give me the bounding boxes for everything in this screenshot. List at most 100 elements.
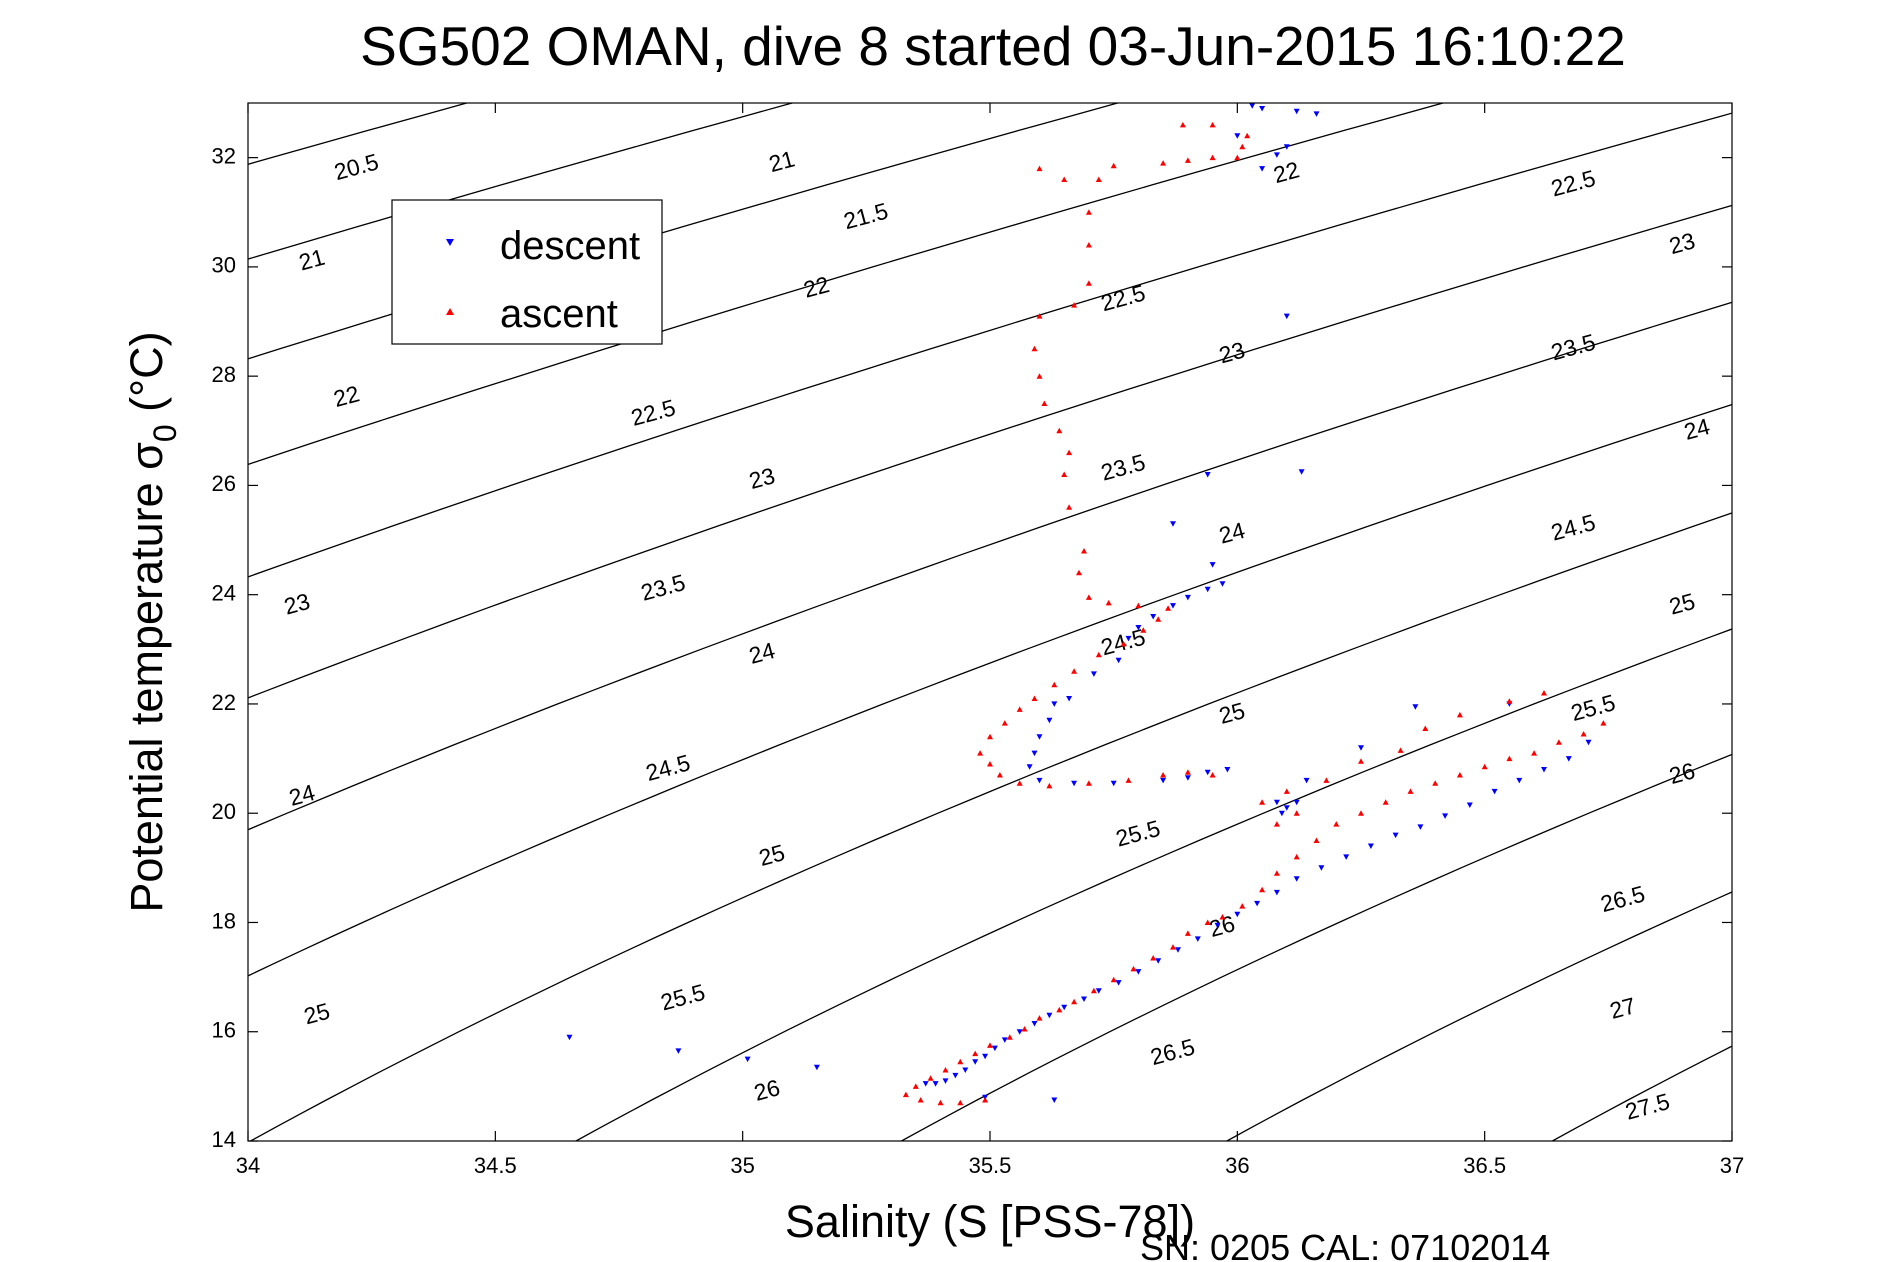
ascent-point xyxy=(1234,154,1241,161)
ascent-point xyxy=(1382,799,1389,805)
ascent-point xyxy=(1105,599,1112,606)
ascent-point xyxy=(1422,725,1429,731)
descent-point xyxy=(1417,824,1424,830)
y-axis-label-main: Potential temperature σ xyxy=(121,442,172,913)
ascent-point xyxy=(1110,162,1117,169)
ascent-point xyxy=(1600,720,1607,726)
descent-point xyxy=(1273,152,1280,158)
descent-point xyxy=(1273,889,1280,896)
descent-point xyxy=(1214,922,1221,929)
ascent-point xyxy=(1184,157,1191,163)
ascent-point xyxy=(1555,739,1562,745)
ascent-point xyxy=(1219,914,1226,920)
legend-descent-marker xyxy=(446,239,454,246)
ascent-point xyxy=(1031,695,1038,701)
y-axis-label-subscript: 0 xyxy=(147,424,183,442)
descent-point xyxy=(922,1081,929,1087)
descent-point xyxy=(1071,780,1078,787)
descent-point xyxy=(1066,696,1073,702)
chart-title: SG502 OMAN, dive 8 started 03-Jun-2015 1… xyxy=(360,15,1626,77)
ascent-point xyxy=(1085,209,1092,215)
ascent-point xyxy=(1209,772,1216,778)
ascent-point xyxy=(902,1091,909,1098)
ascent-point xyxy=(937,1099,944,1106)
ascent-point xyxy=(987,761,993,767)
ascent-point xyxy=(1036,313,1043,319)
ascent-point xyxy=(1135,602,1142,609)
ascent-point xyxy=(942,1067,949,1073)
ascent-point xyxy=(1204,919,1211,925)
descent-point xyxy=(1016,1029,1023,1035)
descent-point xyxy=(1259,166,1266,172)
ascent-point xyxy=(987,733,993,740)
ascent-point xyxy=(1140,627,1147,633)
ascent-point xyxy=(977,750,984,756)
ascent-point xyxy=(1259,799,1266,805)
descent-point xyxy=(1224,767,1231,773)
x-tick-label: 34 xyxy=(236,1153,260,1178)
descent-point xyxy=(1234,133,1241,139)
legend-box xyxy=(391,199,663,345)
ascent-point xyxy=(1085,280,1092,286)
descent-point xyxy=(1051,701,1058,707)
ascent-point xyxy=(1165,605,1172,611)
ascent-point xyxy=(1155,616,1162,622)
descent-point xyxy=(1234,911,1241,918)
ascent-point xyxy=(996,772,1003,778)
legend-descent-label: descent xyxy=(500,224,640,268)
descent-point xyxy=(744,1056,751,1063)
ascent-point xyxy=(927,1075,934,1081)
descent-point xyxy=(1175,947,1181,953)
descent-point xyxy=(1343,854,1350,860)
descent-point xyxy=(1313,111,1320,117)
ascent-point xyxy=(957,1058,964,1065)
isopycnal-line xyxy=(248,103,1121,360)
descent-point xyxy=(972,1059,979,1065)
descent-point xyxy=(1209,562,1216,568)
y-tick-label: 18 xyxy=(212,908,236,933)
descent-point xyxy=(1254,900,1261,907)
isopycnal-line xyxy=(574,628,1732,1141)
ascent-point xyxy=(1184,930,1191,936)
x-axis-ticks: 34 34.5 35 35.5 36 36.5 37 xyxy=(236,103,1744,1178)
legend: descent ascent xyxy=(391,199,663,345)
descent-point xyxy=(991,1045,998,1052)
descent-point xyxy=(1001,1037,1008,1043)
descent-point xyxy=(1031,750,1038,757)
ascent-point xyxy=(1071,302,1078,308)
ascent-point xyxy=(1071,998,1078,1005)
ascent-point xyxy=(1179,121,1186,128)
ascent-point xyxy=(1397,747,1404,753)
descent-point xyxy=(1259,106,1266,112)
ascent-point xyxy=(1239,143,1246,150)
descent-point xyxy=(982,1053,989,1060)
ascent-point xyxy=(1085,594,1092,600)
ascent-point xyxy=(1259,886,1266,893)
x-tick-label: 36 xyxy=(1225,1153,1249,1178)
y-tick-label: 20 xyxy=(212,799,236,824)
descent-point xyxy=(1204,472,1211,478)
descent-point xyxy=(813,1064,820,1071)
ascent-point xyxy=(912,1083,919,1089)
ascent-point xyxy=(1209,154,1216,161)
descent-point xyxy=(1036,734,1043,740)
ascent-point xyxy=(1036,373,1043,379)
ascent-point xyxy=(917,1097,924,1103)
ascent-point xyxy=(1006,1034,1013,1040)
descent-point xyxy=(1541,767,1547,773)
ascent-point xyxy=(1001,720,1008,726)
descent-point xyxy=(1293,799,1300,806)
ascent-point xyxy=(1150,955,1157,961)
ascent-point xyxy=(1110,976,1117,983)
ascent-point xyxy=(1160,160,1167,166)
descent-point xyxy=(1585,739,1592,746)
descent-point xyxy=(1170,603,1176,609)
y-tick-label: 14 xyxy=(212,1127,236,1152)
ascent-point xyxy=(1283,788,1290,794)
descent-point xyxy=(1358,745,1364,751)
y-tick-label: 28 xyxy=(212,362,236,387)
descent-point xyxy=(1026,764,1033,770)
